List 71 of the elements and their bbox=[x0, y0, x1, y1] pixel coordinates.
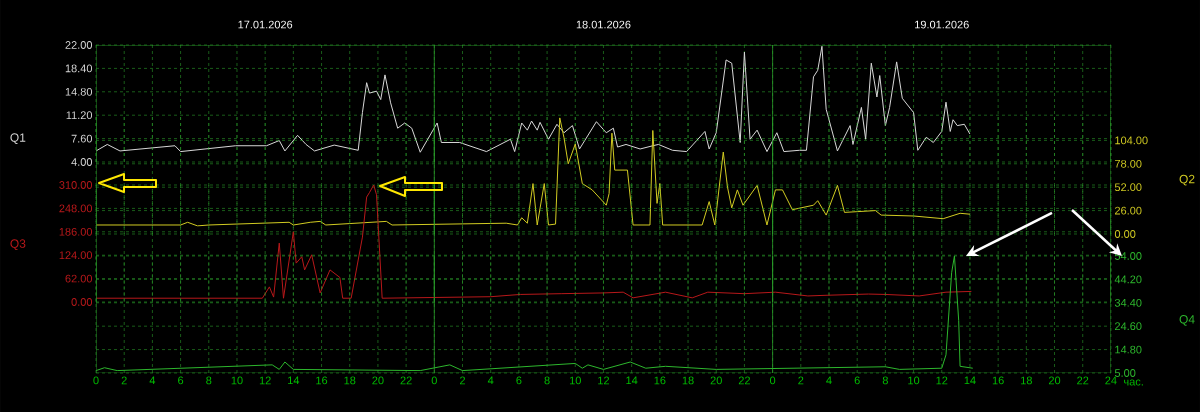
x-tick-label: 8 bbox=[206, 376, 212, 385]
x-tick-label: 16 bbox=[992, 376, 1004, 385]
x-tick-label: 20 bbox=[372, 376, 384, 385]
y2-tick-label: 44.20 bbox=[1114, 275, 1142, 284]
x-tick-label: 8 bbox=[882, 376, 888, 385]
y-tick-label: 124.00 bbox=[59, 251, 93, 260]
x-tick-label: 12 bbox=[936, 376, 948, 385]
x-tick-label: 14 bbox=[964, 376, 976, 385]
x-tick-label: 18 bbox=[1021, 376, 1032, 385]
x-tick-label: 4 bbox=[826, 376, 832, 385]
x-tick-label: 18 bbox=[682, 376, 694, 385]
x2-tick-label: 17.01.2026 bbox=[238, 20, 293, 29]
x2-tick-label: 18.01.2026 bbox=[576, 20, 631, 29]
line-series bbox=[96, 117, 971, 227]
y2-tick-label: 104.00 bbox=[1115, 136, 1148, 145]
y-tick-label: 0.00 bbox=[71, 298, 93, 306]
line-series bbox=[96, 255, 974, 372]
y-tick-label: 248.00 bbox=[59, 204, 93, 213]
x-tick-label: 0 bbox=[93, 376, 99, 385]
x-tick-label: 2 bbox=[798, 376, 804, 385]
y2-tick-label: 26.00 bbox=[1114, 206, 1142, 215]
y2-tick-label: 14.80 bbox=[1115, 345, 1142, 354]
y-axis-title: Q3 bbox=[10, 239, 26, 250]
x-tick-label: 20 bbox=[710, 376, 722, 385]
x-tick-label: 12 bbox=[259, 376, 271, 385]
y2-tick-label: 5.00 bbox=[1114, 369, 1136, 377]
x-tick-label: 2 bbox=[460, 376, 466, 385]
x-tick-label: 4 bbox=[149, 376, 156, 385]
x-tick-label: 0 bbox=[769, 376, 776, 385]
y-tick-label: 186.00 bbox=[59, 227, 93, 236]
y-tick-label: 22.00 bbox=[65, 41, 93, 49]
y2-axis-title: Q4 bbox=[1179, 315, 1195, 326]
x2-tick-label: 19.01.2026 bbox=[915, 20, 969, 29]
y-tick-label: 310.00 bbox=[59, 181, 93, 189]
x-tick-label: 24 bbox=[1105, 376, 1117, 385]
y2-tick-label: 0.00 bbox=[1114, 230, 1136, 238]
x-tick-label: 10 bbox=[231, 376, 243, 385]
y-tick-label: 14.80 bbox=[65, 87, 93, 96]
y-axis-title: Q1 bbox=[10, 133, 26, 144]
line-series bbox=[96, 184, 972, 299]
y2-tick-label: 52.00 bbox=[1114, 183, 1142, 192]
x-axis-title: час. bbox=[1124, 379, 1143, 386]
x-tick-label: 8 bbox=[544, 376, 550, 385]
x-tick-label: 2 bbox=[121, 376, 127, 385]
x-tick-label: 6 bbox=[854, 376, 860, 385]
y2-tick-label: 78.00 bbox=[1115, 159, 1142, 168]
y-tick-label: 11.20 bbox=[66, 111, 93, 120]
y2-tick-label: 34.40 bbox=[1114, 298, 1142, 307]
x-tick-label: 0 bbox=[431, 376, 437, 385]
x-tick-label: 22 bbox=[738, 376, 750, 385]
y2-tick-label: 24.60 bbox=[1114, 322, 1142, 331]
line-series bbox=[96, 45, 971, 153]
x-tick-label: 22 bbox=[1077, 376, 1089, 385]
y-tick-label: 18.40 bbox=[65, 64, 93, 73]
x-tick-label: 4 bbox=[487, 376, 494, 385]
x-tick-label: 14 bbox=[626, 376, 638, 385]
y2-axis-title: Q2 bbox=[1179, 174, 1195, 186]
x-tick-label: 6 bbox=[516, 376, 522, 385]
x-tick-label: 6 bbox=[178, 376, 184, 385]
x-tick-label: 12 bbox=[598, 376, 610, 385]
x-tick-label: 16 bbox=[316, 376, 328, 385]
y-tick-label: 7.60 bbox=[71, 134, 93, 143]
x-tick-label: 20 bbox=[1048, 376, 1061, 385]
x-tick-label: 22 bbox=[400, 376, 412, 385]
x-tick-label: 16 bbox=[654, 376, 666, 385]
x-tick-label: 10 bbox=[908, 376, 920, 385]
x-tick-label: 10 bbox=[569, 376, 581, 385]
y-tick-label: 62.00 bbox=[65, 274, 93, 283]
x-tick-label: 14 bbox=[288, 376, 300, 385]
x-tick-label: 18 bbox=[344, 376, 356, 385]
y-tick-label: 4.00 bbox=[71, 158, 93, 166]
